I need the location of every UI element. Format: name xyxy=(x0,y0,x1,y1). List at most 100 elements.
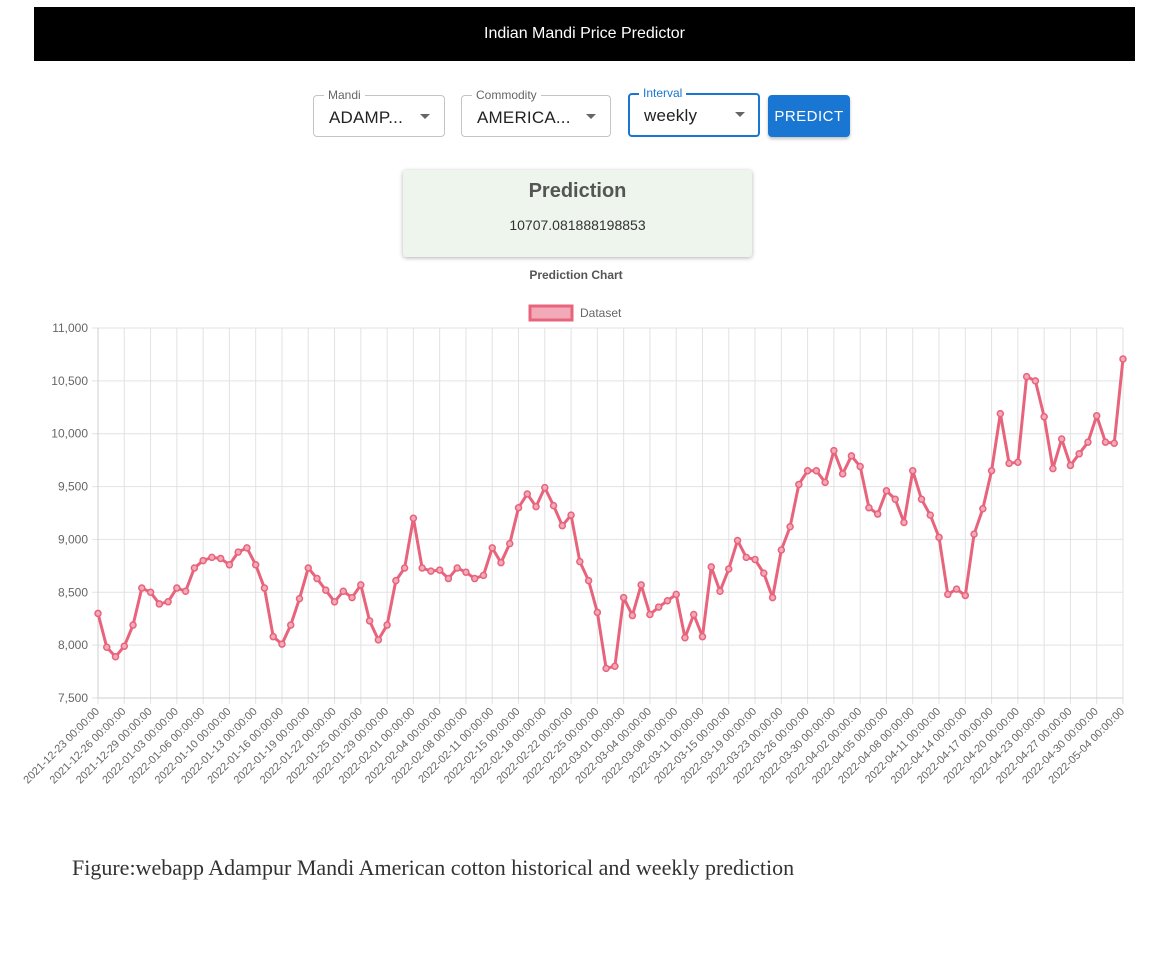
data-point xyxy=(865,503,873,512)
data-point xyxy=(1040,413,1048,421)
data-point xyxy=(216,554,225,563)
data-point xyxy=(164,598,172,606)
data-point xyxy=(725,565,733,573)
data-point xyxy=(506,539,514,548)
data-point xyxy=(830,446,838,455)
app-bar: Indian Mandi Price Predictor xyxy=(34,7,1135,61)
data-point xyxy=(1014,458,1022,467)
y-tick-label: 8,500 xyxy=(58,585,88,599)
data-point xyxy=(181,587,190,595)
data-point xyxy=(409,514,418,523)
data-point xyxy=(190,564,199,572)
data-point xyxy=(1101,438,1110,446)
data-point xyxy=(1049,464,1057,473)
data-point xyxy=(987,466,996,475)
data-point xyxy=(856,462,864,471)
data-point xyxy=(1022,372,1031,381)
mandi-value: ADAMP... xyxy=(329,108,404,127)
commodity-label: Commodity xyxy=(472,88,541,102)
data-point xyxy=(961,591,970,600)
data-point xyxy=(812,466,821,475)
data-point xyxy=(146,588,155,597)
data-point xyxy=(453,564,461,572)
data-point xyxy=(672,590,680,599)
data-point xyxy=(996,409,1005,418)
data-point xyxy=(619,593,628,602)
data-point xyxy=(549,501,558,510)
data-point xyxy=(654,603,663,611)
data-point xyxy=(944,590,952,599)
data-point xyxy=(768,593,777,602)
data-point xyxy=(322,586,330,594)
data-point xyxy=(251,561,260,569)
data-point xyxy=(313,574,321,583)
data-point xyxy=(908,466,917,475)
interval-value: weekly xyxy=(644,106,698,125)
prediction-value: 10707.081888198853 xyxy=(509,217,646,233)
data-point xyxy=(541,483,549,492)
data-point xyxy=(470,574,479,583)
data-point xyxy=(873,510,882,518)
data-point xyxy=(698,632,707,641)
predict-button[interactable]: PREDICT xyxy=(768,95,850,137)
figure-caption: Figure:webapp Adampur Mandi American cot… xyxy=(72,855,795,880)
data-point xyxy=(199,556,207,565)
data-point xyxy=(444,574,453,583)
data-point xyxy=(111,653,120,661)
data-point xyxy=(1119,355,1127,363)
data-point xyxy=(120,642,129,650)
data-point xyxy=(1110,439,1118,447)
interval-select[interactable]: Interval weekly xyxy=(628,86,760,137)
data-point xyxy=(427,567,435,575)
data-point xyxy=(357,581,365,589)
data-point xyxy=(558,521,567,530)
data-point xyxy=(497,558,505,567)
data-point xyxy=(383,621,391,629)
data-point xyxy=(435,566,444,574)
data-point xyxy=(882,487,891,495)
data-point xyxy=(847,452,856,460)
data-point xyxy=(576,557,584,566)
data-point xyxy=(278,640,286,648)
data-point xyxy=(286,621,295,629)
legend-label: Dataset xyxy=(580,306,622,320)
data-point xyxy=(795,480,803,489)
mandi-select[interactable]: Mandi ADAMP... xyxy=(313,88,445,137)
data-point xyxy=(760,569,768,578)
data-point xyxy=(94,609,102,618)
commodity-value: AMERICA... xyxy=(477,108,571,127)
data-point xyxy=(935,533,943,542)
data-point xyxy=(646,610,654,619)
y-tick-label: 10,000 xyxy=(51,427,88,441)
data-point xyxy=(970,530,978,538)
data-point xyxy=(348,593,356,602)
data-point xyxy=(260,584,269,592)
data-point xyxy=(593,608,602,617)
data-point xyxy=(751,555,759,564)
data-point xyxy=(339,587,348,595)
data-point xyxy=(295,594,304,603)
data-point xyxy=(567,511,575,519)
commodity-select[interactable]: Commodity AMERICA... xyxy=(461,88,611,137)
data-point xyxy=(891,495,899,504)
y-tick-label: 11,000 xyxy=(52,321,88,335)
chevron-down-icon xyxy=(586,114,596,119)
data-point xyxy=(400,564,409,572)
data-point xyxy=(392,576,400,585)
data-point xyxy=(173,584,181,592)
data-point xyxy=(208,553,216,562)
data-point xyxy=(1092,411,1101,420)
data-point xyxy=(129,621,137,629)
data-point xyxy=(479,571,488,580)
chevron-down-icon xyxy=(735,112,745,117)
data-point xyxy=(304,564,313,572)
data-point xyxy=(1057,435,1066,443)
data-point xyxy=(365,617,374,625)
data-point xyxy=(681,633,689,642)
data-point xyxy=(979,505,987,513)
data-point xyxy=(488,544,496,552)
y-tick-label: 9,000 xyxy=(58,532,88,546)
data-point xyxy=(462,568,470,576)
data-point xyxy=(786,522,794,531)
data-point xyxy=(532,502,540,511)
